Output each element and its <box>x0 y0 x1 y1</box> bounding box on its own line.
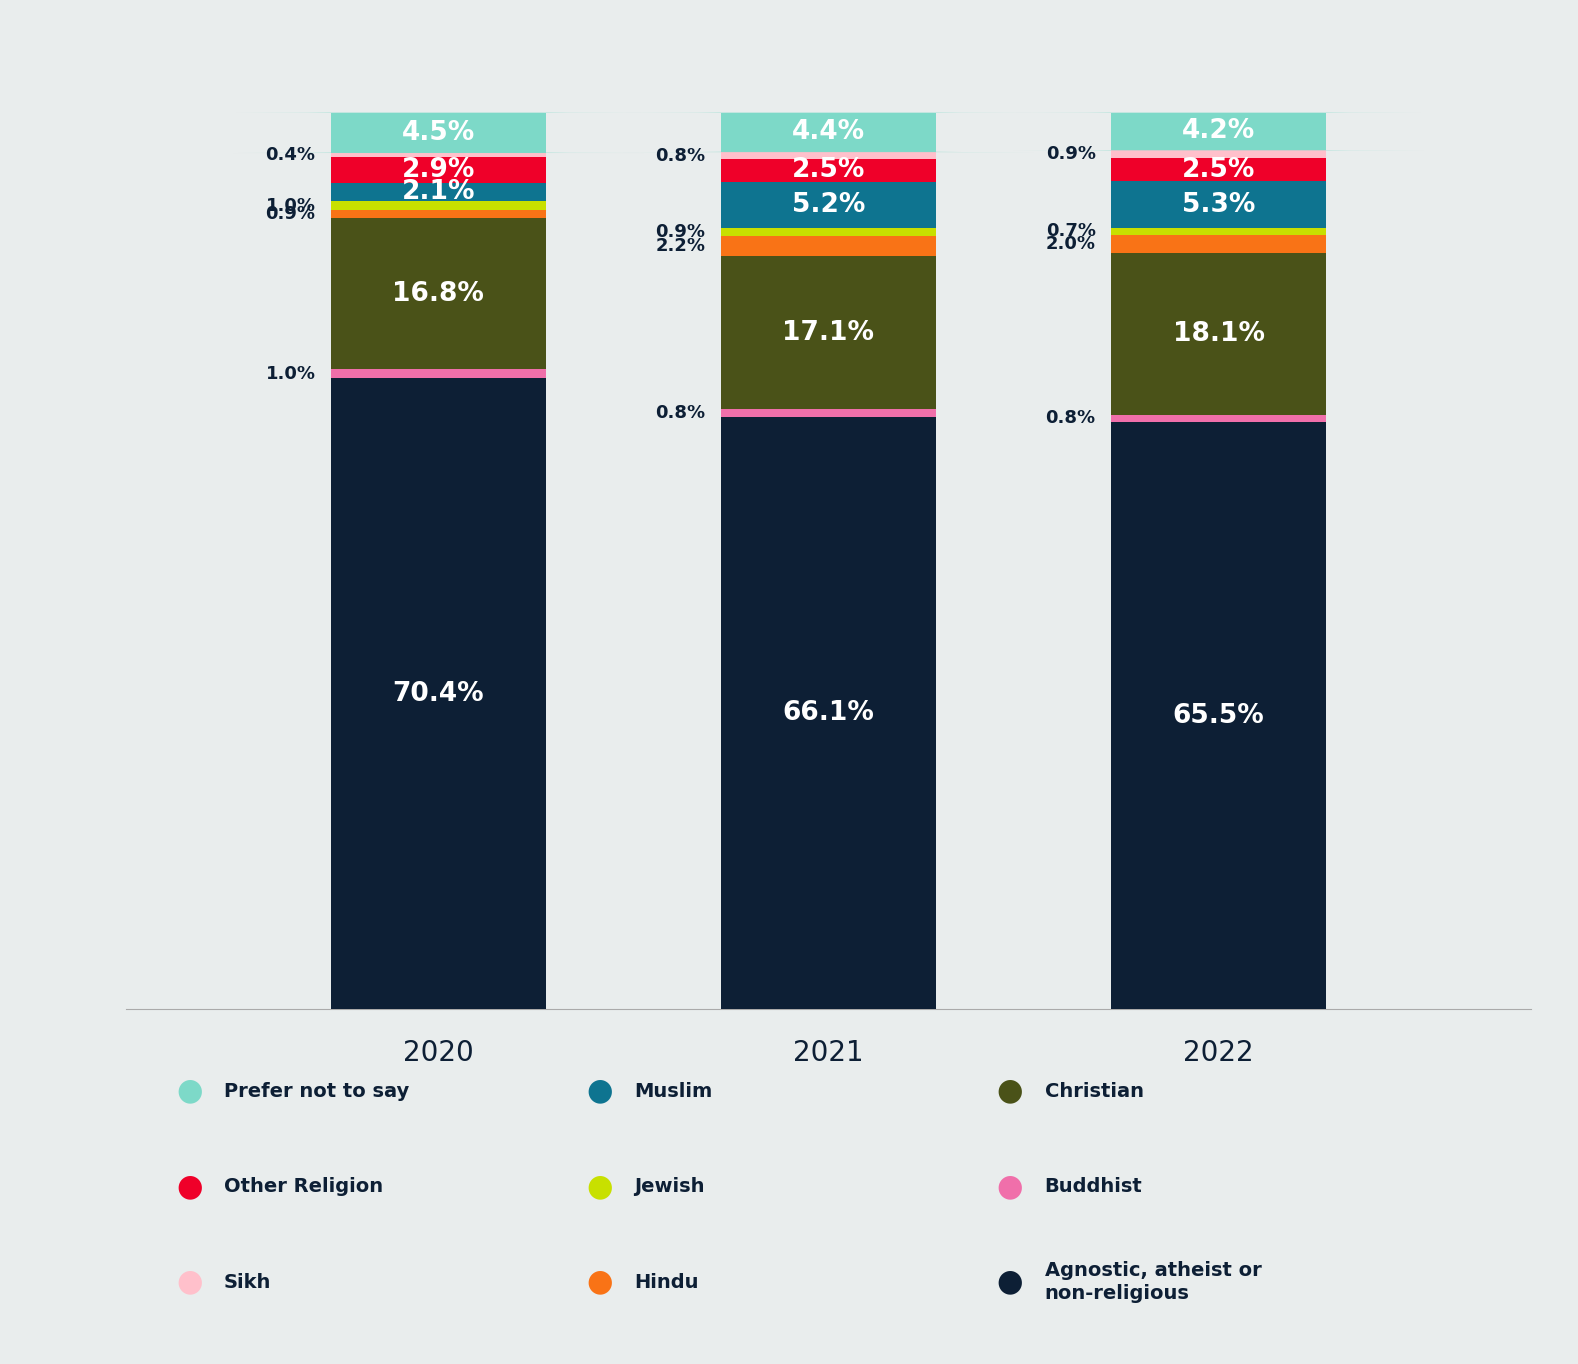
Bar <box>721 153 936 160</box>
Text: Agnostic, atheist or
non-religious: Agnostic, atheist or non-religious <box>1045 1260 1261 1304</box>
Text: ●: ● <box>177 1267 202 1297</box>
Text: 66.1%: 66.1% <box>783 700 874 726</box>
Text: ●: ● <box>997 1076 1023 1106</box>
FancyBboxPatch shape <box>1013 113 1423 150</box>
Bar <box>1111 252 1326 415</box>
Text: 17.1%: 17.1% <box>783 319 874 346</box>
Text: Hindu: Hindu <box>634 1273 699 1292</box>
Text: Buddhist: Buddhist <box>1045 1177 1142 1196</box>
Bar <box>1111 158 1326 181</box>
Bar <box>1111 113 1326 150</box>
Text: ●: ● <box>177 1076 202 1106</box>
Text: 1.0%: 1.0% <box>265 364 316 382</box>
Text: 0.7%: 0.7% <box>1046 222 1095 240</box>
Bar <box>721 416 936 1009</box>
Text: ●: ● <box>177 1172 202 1202</box>
Bar <box>721 256 936 409</box>
Text: 65.5%: 65.5% <box>1172 702 1264 728</box>
Bar <box>331 183 546 202</box>
Text: ●: ● <box>997 1172 1023 1202</box>
Text: ●: ● <box>997 1267 1023 1297</box>
Text: Sikh: Sikh <box>224 1273 271 1292</box>
Bar <box>331 218 546 370</box>
Bar <box>721 228 936 236</box>
Bar <box>721 409 936 416</box>
Bar <box>721 236 936 256</box>
Text: 0.9%: 0.9% <box>655 224 705 241</box>
Text: 2.2%: 2.2% <box>655 237 705 255</box>
Bar <box>1111 150 1326 158</box>
Text: 0.8%: 0.8% <box>655 147 705 165</box>
Bar <box>331 153 546 157</box>
Bar <box>331 370 546 378</box>
Bar <box>721 181 936 228</box>
Text: Christian: Christian <box>1045 1082 1144 1101</box>
Text: 0.8%: 0.8% <box>1046 409 1095 427</box>
FancyBboxPatch shape <box>623 113 1034 153</box>
Text: ●: ● <box>587 1172 612 1202</box>
Bar <box>1111 421 1326 1009</box>
Text: ●: ● <box>587 1267 612 1297</box>
Bar <box>331 202 546 210</box>
Text: 4.5%: 4.5% <box>402 120 475 146</box>
Text: 2.0%: 2.0% <box>1046 235 1095 252</box>
Text: 5.2%: 5.2% <box>792 192 865 218</box>
Text: 18.1%: 18.1% <box>1172 321 1264 346</box>
Bar <box>331 157 546 183</box>
Text: ●: ● <box>587 1076 612 1106</box>
Bar <box>331 210 546 218</box>
Text: 2.5%: 2.5% <box>792 157 865 184</box>
Bar <box>1111 181 1326 228</box>
Text: Prefer not to say: Prefer not to say <box>224 1082 409 1101</box>
Text: 2.5%: 2.5% <box>1182 157 1255 183</box>
FancyBboxPatch shape <box>234 113 644 153</box>
Bar <box>721 113 936 153</box>
Text: 4.4%: 4.4% <box>792 120 865 146</box>
Bar <box>1111 415 1326 421</box>
Text: 1.0%: 1.0% <box>265 196 316 216</box>
Text: 2.1%: 2.1% <box>401 179 475 205</box>
Text: 0.9%: 0.9% <box>265 206 316 224</box>
Text: 70.4%: 70.4% <box>393 681 484 707</box>
Text: 5.3%: 5.3% <box>1182 191 1255 218</box>
Text: 0.9%: 0.9% <box>1046 146 1095 164</box>
Text: Muslim: Muslim <box>634 1082 713 1101</box>
Bar <box>1111 228 1326 235</box>
Text: Other Religion: Other Religion <box>224 1177 383 1196</box>
Text: 0.8%: 0.8% <box>655 404 705 421</box>
Text: 2.9%: 2.9% <box>402 157 475 183</box>
Text: 0.4%: 0.4% <box>265 146 316 164</box>
Bar <box>721 160 936 181</box>
Bar <box>331 378 546 1009</box>
Bar <box>1111 235 1326 252</box>
Text: 4.2%: 4.2% <box>1182 119 1255 145</box>
Text: Jewish: Jewish <box>634 1177 705 1196</box>
Text: 16.8%: 16.8% <box>393 281 484 307</box>
Bar <box>331 113 546 153</box>
